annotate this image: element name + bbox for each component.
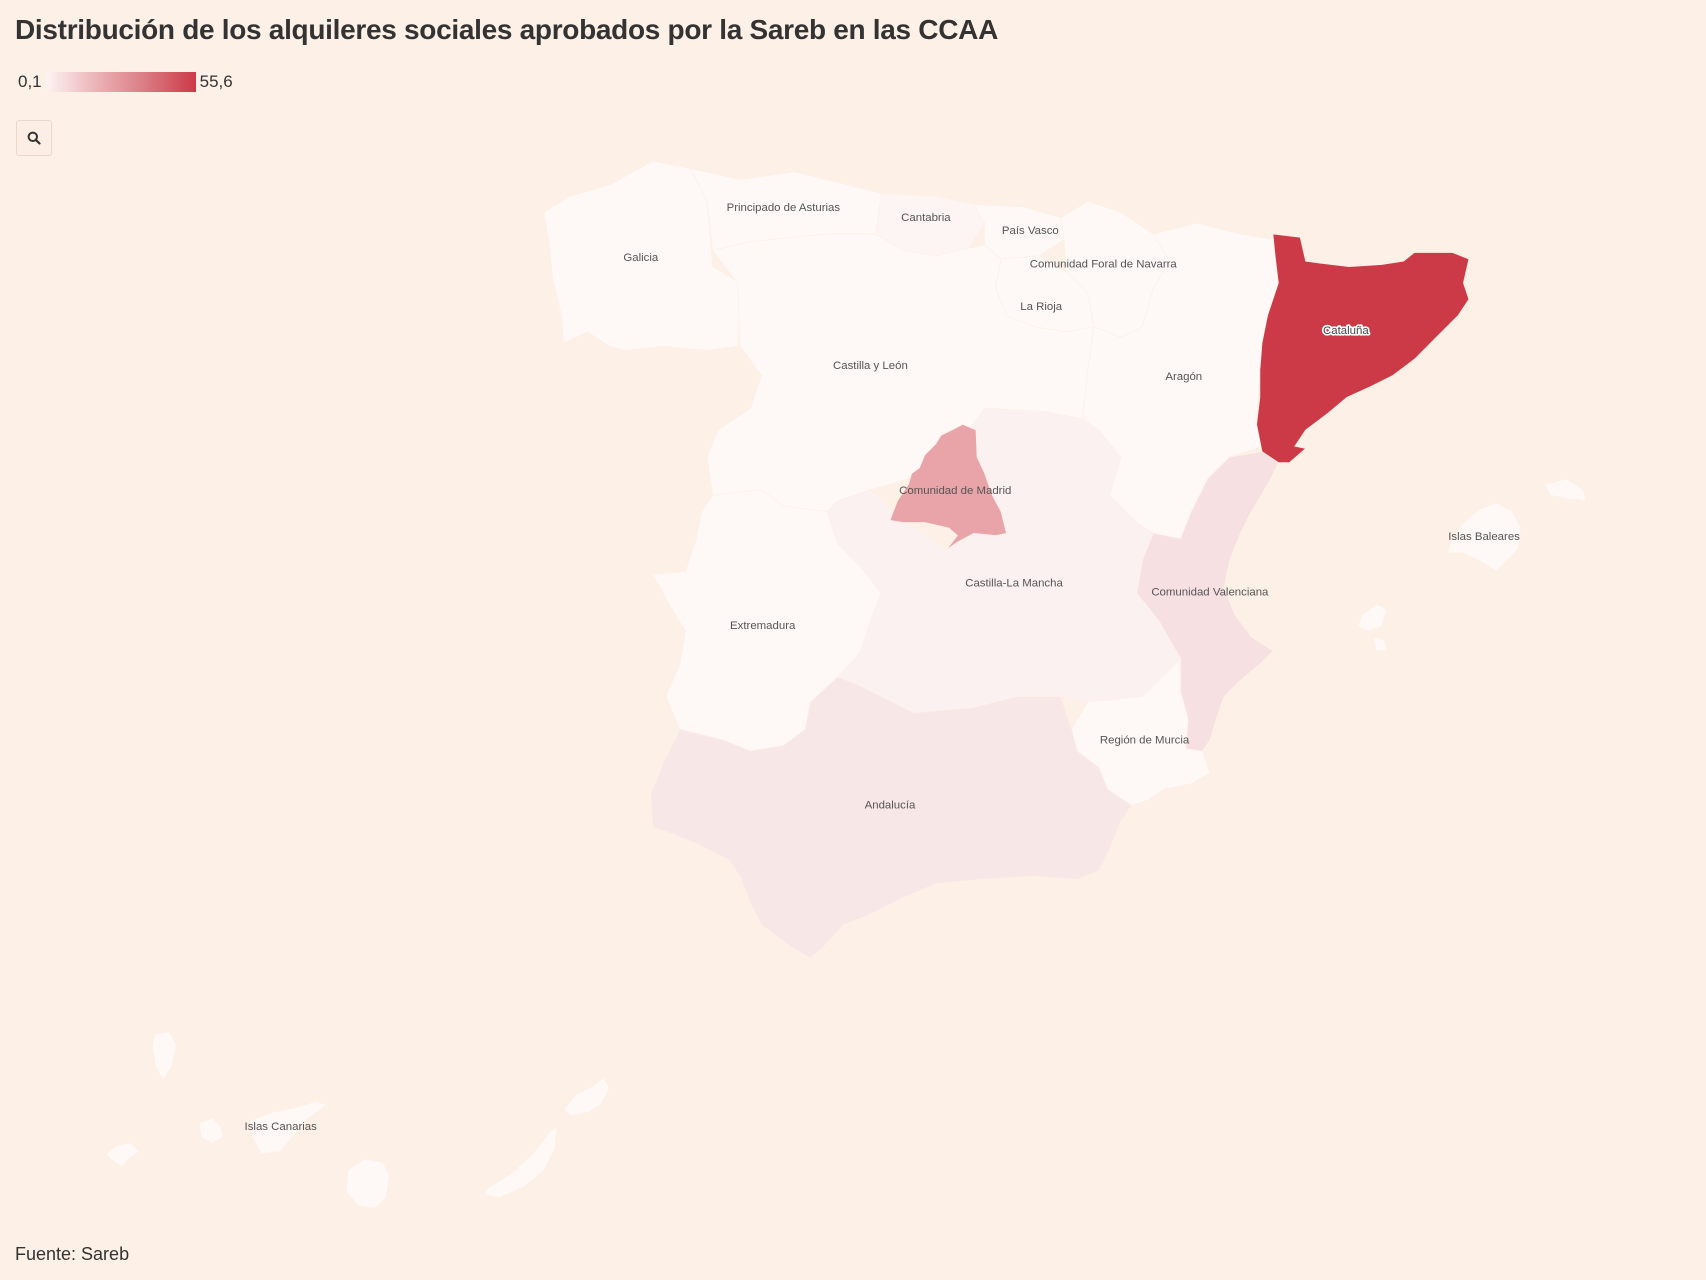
region-madrid[interactable]	[889, 424, 1007, 550]
label-aragon: Aragón	[1165, 371, 1202, 383]
label-murcia: Región de Murcia	[1100, 734, 1190, 746]
label-pais-vasco: País Vasco	[1002, 225, 1059, 237]
label-baleares: Islas Baleares	[1448, 531, 1520, 543]
legend-gradient-bar	[45, 72, 196, 92]
region-valenciana[interactable]	[1136, 451, 1279, 752]
label-navarra: Comunidad Foral de Navarra	[1030, 259, 1178, 271]
region-galicia[interactable]	[543, 160, 741, 351]
label-galicia: Galicia	[623, 252, 659, 264]
color-legend: 0,1 55,6	[18, 70, 233, 94]
label-valenciana: Comunidad Valenciana	[1151, 586, 1269, 598]
label-la-rioja: La Rioja	[1020, 301, 1062, 313]
region-canarias[interactable]	[106, 1031, 610, 1209]
search-icon	[27, 131, 41, 145]
legend-max-label: 55,6	[199, 72, 233, 91]
region-baleares-menorca[interactable]	[1544, 478, 1587, 502]
label-asturias: Principado de Asturias	[727, 202, 841, 214]
region-andalucia[interactable]	[650, 676, 1132, 959]
label-andalucia: Andalucía	[865, 800, 916, 812]
region-baleares-ibiza[interactable]	[1357, 603, 1388, 652]
region-baleares-mallorca[interactable]	[1446, 502, 1522, 572]
legend-min-label: 0,1	[18, 72, 42, 91]
chart-title: Distribución de los alquileres sociales …	[15, 14, 998, 45]
label-madrid: Comunidad de Madrid	[899, 485, 1011, 497]
label-extremadura: Extremadura	[730, 620, 796, 632]
label-cantabria: Cantabria	[901, 212, 951, 224]
label-cataluna: Cataluña	[1323, 325, 1369, 337]
search-button[interactable]	[16, 120, 52, 156]
label-canarias: Islas Canarias	[245, 1121, 318, 1133]
region-cataluna[interactable]	[1256, 233, 1470, 463]
source-note: Fuente: Sareb	[15, 1244, 130, 1264]
label-castilla-y-leon: Castilla y León	[833, 360, 908, 372]
label-castilla-la-mancha: Castilla-La Mancha	[965, 578, 1063, 590]
